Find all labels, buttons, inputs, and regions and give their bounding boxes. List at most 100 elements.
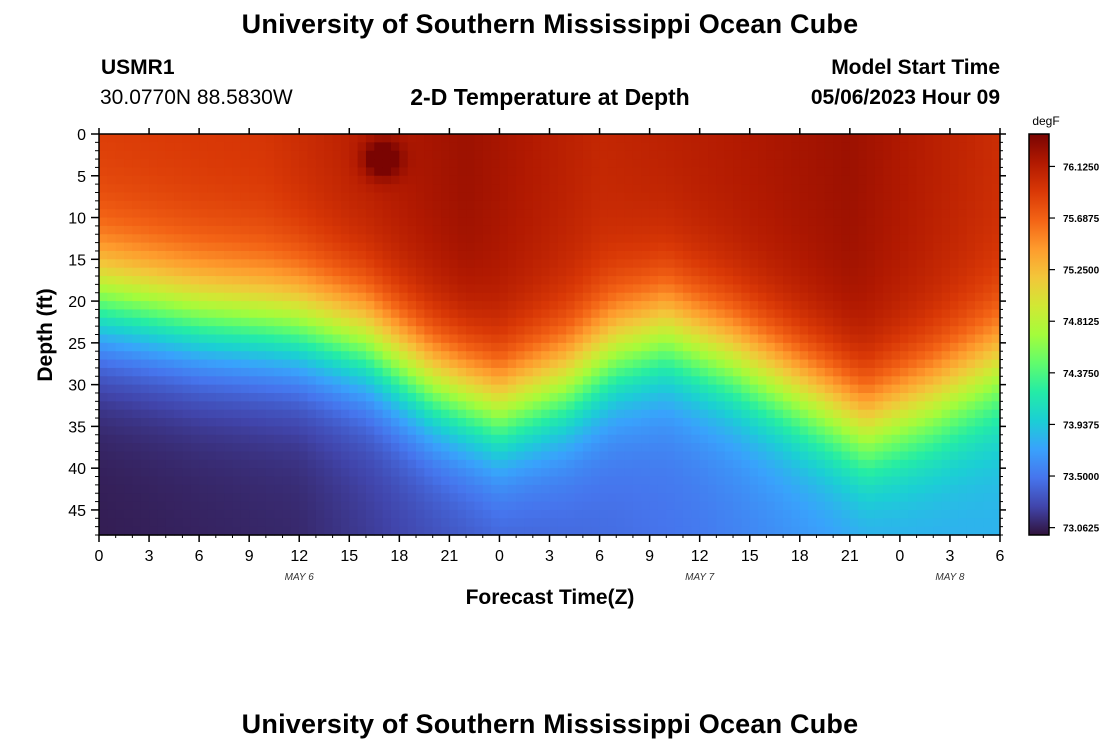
heatmap-cell — [232, 418, 242, 427]
heatmap-cell — [724, 267, 734, 277]
heatmap-cell — [908, 518, 918, 528]
heatmap-cell — [874, 418, 884, 427]
heatmap-cell — [682, 376, 692, 386]
heatmap-cell — [541, 217, 551, 227]
heatmap-cell — [315, 209, 325, 219]
heatmap-cell — [657, 309, 667, 319]
heatmap-cell — [140, 309, 150, 319]
heatmap-cell — [841, 334, 851, 344]
heatmap-cell — [224, 175, 234, 185]
heatmap-cell — [891, 501, 901, 511]
heatmap-cell — [140, 175, 150, 185]
heatmap-cell — [649, 367, 659, 377]
heatmap-cell — [374, 384, 384, 394]
heatmap-cell — [365, 267, 375, 277]
heatmap-cell — [124, 250, 133, 260]
heatmap-cell — [307, 509, 317, 519]
heatmap-cell — [524, 234, 534, 244]
heatmap-cell — [883, 526, 893, 536]
heatmap-cell — [607, 267, 617, 277]
heatmap-cell — [749, 493, 759, 503]
heatmap-cell — [541, 159, 551, 169]
heatmap-cell — [257, 392, 267, 402]
heatmap-cell — [124, 484, 133, 494]
heatmap-cell — [382, 150, 392, 160]
heatmap-cell — [432, 134, 442, 143]
heatmap-cell — [557, 167, 567, 177]
heatmap-cell — [866, 451, 876, 461]
heatmap-cell — [199, 518, 209, 528]
heatmap-cell — [382, 309, 392, 319]
heatmap-cell — [941, 359, 951, 369]
heatmap-cell — [265, 309, 275, 319]
heatmap-cell — [582, 484, 592, 494]
heatmap-cell — [432, 526, 442, 536]
heatmap-cell — [766, 409, 776, 419]
heatmap-cell — [874, 451, 884, 461]
heatmap-cell — [607, 376, 617, 386]
heatmap-cell — [682, 267, 692, 277]
heatmap-cell — [541, 175, 551, 185]
heatmap-cell — [824, 167, 834, 177]
heatmap-cell — [833, 234, 843, 244]
heatmap-cell — [599, 468, 609, 478]
heatmap-cell — [340, 167, 350, 177]
heatmap-cell — [190, 526, 200, 536]
heatmap-cell — [340, 284, 350, 294]
heatmap-cell — [157, 276, 167, 285]
heatmap-cell — [249, 526, 259, 536]
heatmap-cell — [499, 376, 509, 386]
heatmap-cell — [382, 443, 392, 453]
heatmap-cell — [365, 200, 375, 210]
heatmap-cell — [532, 259, 542, 269]
heatmap-cell — [833, 225, 843, 235]
heatmap-cell — [249, 284, 259, 294]
heatmap-cell — [474, 309, 484, 319]
heatmap-cell — [566, 159, 576, 169]
heatmap-cell — [791, 384, 801, 394]
heatmap-cell — [132, 167, 142, 177]
heatmap-cell — [507, 518, 517, 528]
heatmap-cell — [457, 509, 467, 519]
heatmap-cell — [624, 392, 634, 402]
heatmap-cell — [607, 359, 617, 369]
heatmap-cell — [324, 234, 334, 244]
heatmap-cell — [924, 150, 934, 160]
heatmap-cell — [666, 509, 676, 519]
heatmap-cell — [941, 326, 951, 336]
heatmap-cell — [182, 384, 192, 394]
heatmap-cell — [599, 317, 609, 327]
heatmap-cell — [399, 501, 409, 511]
heatmap-cell — [574, 167, 584, 177]
heatmap-cell — [115, 326, 125, 336]
heatmap-cell — [365, 134, 375, 143]
heatmap-cell — [607, 209, 617, 219]
heatmap-cell — [282, 200, 292, 210]
heatmap-cell — [582, 509, 592, 519]
heatmap-cell — [424, 351, 434, 361]
heatmap-cell — [449, 301, 459, 311]
heatmap-cell — [716, 509, 726, 519]
heatmap-cell — [232, 259, 242, 269]
heatmap-cell — [541, 367, 551, 377]
heatmap-cell — [691, 284, 701, 294]
heatmap-cell — [174, 493, 184, 503]
heatmap-cell — [783, 493, 793, 503]
heatmap-cell — [407, 484, 417, 494]
heatmap-cell — [657, 459, 667, 469]
heatmap-cell — [708, 250, 717, 260]
heatmap-cell — [441, 184, 450, 194]
heatmap-cell — [424, 284, 434, 294]
heatmap-cell — [507, 468, 517, 478]
heatmap-cell — [891, 209, 901, 219]
heatmap-cell — [232, 426, 242, 436]
heatmap-cell — [365, 384, 375, 394]
heatmap-cell — [924, 501, 934, 511]
heatmap-cell — [607, 301, 617, 311]
heatmap-cell — [741, 175, 751, 185]
heatmap-cell — [924, 309, 934, 319]
heatmap-cell — [674, 292, 684, 302]
heatmap-cell — [591, 276, 601, 285]
heatmap-cell — [758, 518, 767, 528]
heatmap-cell — [883, 409, 893, 419]
